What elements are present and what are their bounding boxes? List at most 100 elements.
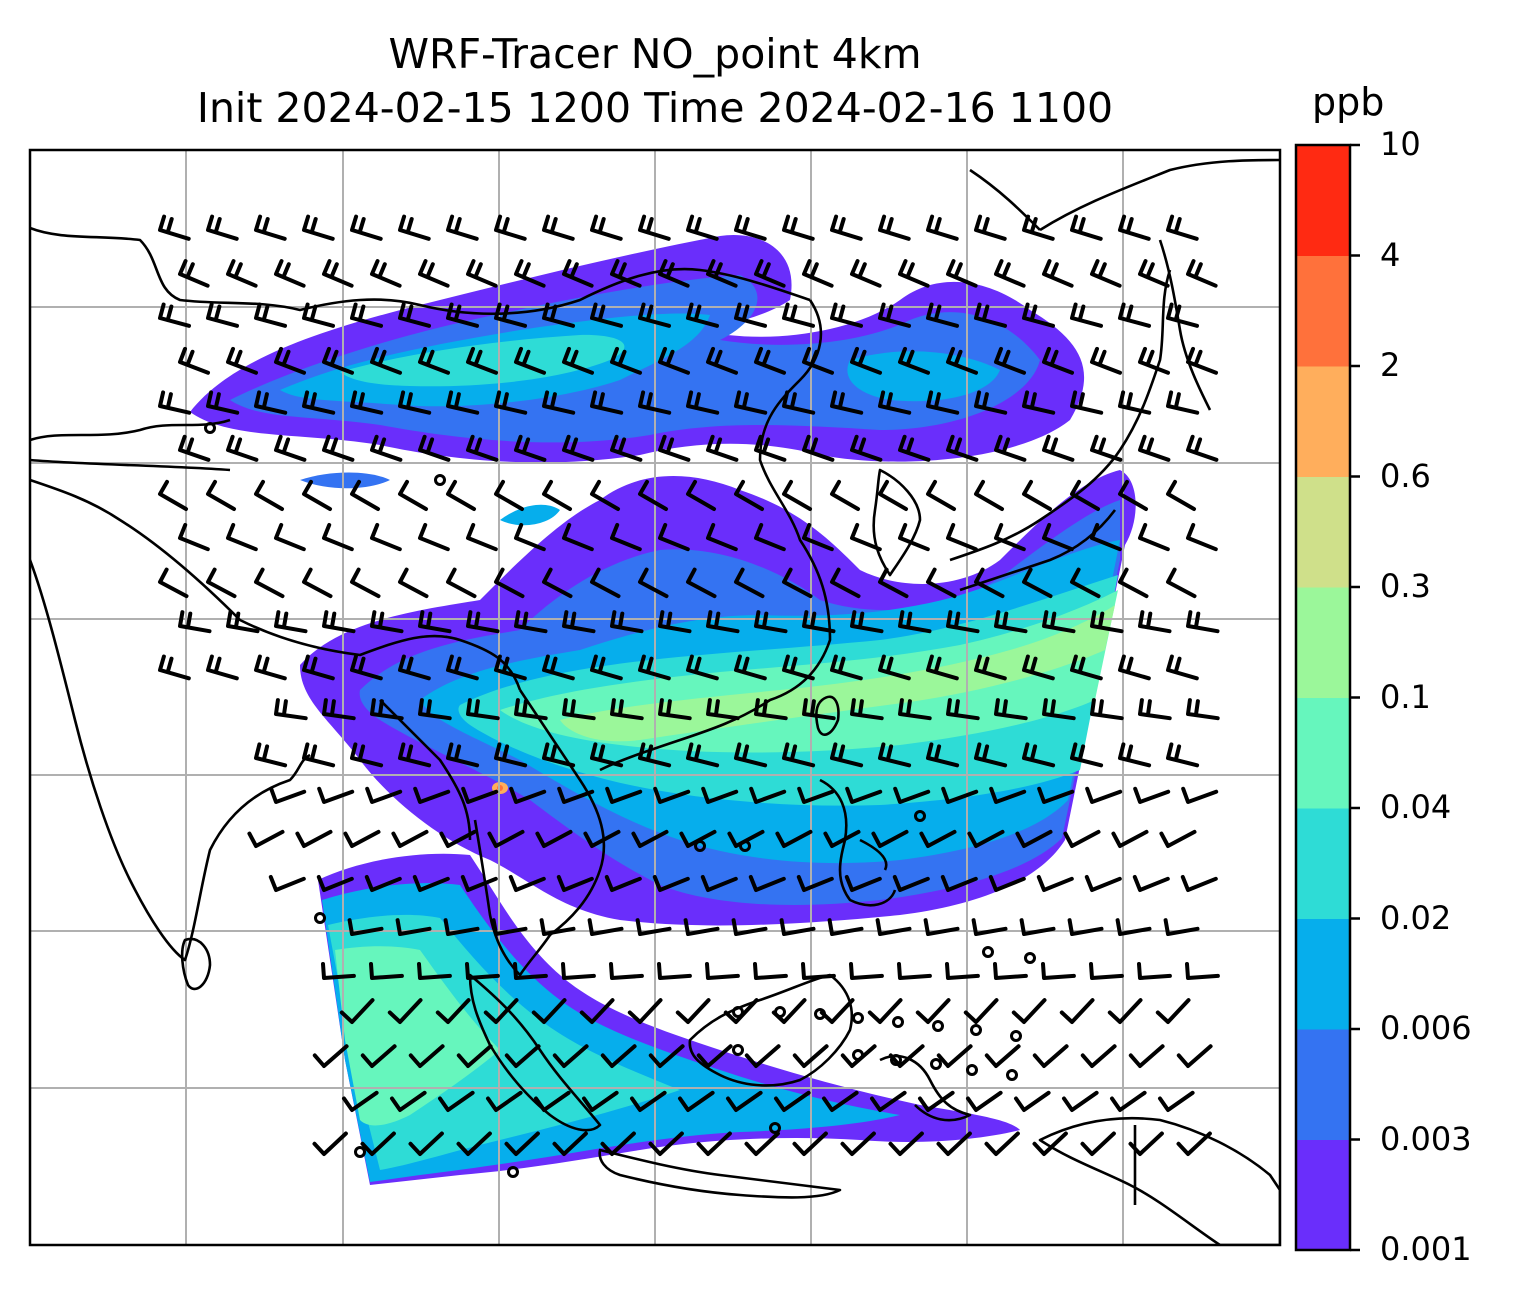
wind-barb bbox=[696, 1131, 732, 1156]
wind-barb bbox=[398, 390, 432, 415]
calm-wind-circle bbox=[966, 1064, 978, 1076]
wind-barb bbox=[1032, 1044, 1069, 1068]
wind-barb bbox=[648, 1131, 684, 1156]
map-title-line1: WRF-Tracer NO_point 4km bbox=[388, 30, 922, 78]
wind-barb bbox=[206, 214, 239, 241]
wind-barb bbox=[845, 786, 883, 804]
calm-wind-circle bbox=[732, 1044, 744, 1056]
wind-barb bbox=[1063, 829, 1101, 848]
wind-barb bbox=[638, 214, 671, 241]
wind-barb bbox=[609, 962, 644, 980]
wind-barb bbox=[542, 214, 575, 241]
wind-barb bbox=[446, 654, 479, 681]
wind-barb bbox=[317, 786, 355, 804]
wind-barb bbox=[850, 698, 884, 721]
wind-barb bbox=[417, 962, 452, 980]
wind-barb bbox=[926, 567, 957, 599]
wind-barb bbox=[539, 918, 576, 936]
wind-barb bbox=[342, 1090, 379, 1112]
wind-barb bbox=[1042, 523, 1074, 552]
wind-barb bbox=[967, 829, 1005, 848]
wind-barb bbox=[1110, 1090, 1147, 1112]
wind-barb bbox=[1133, 786, 1171, 804]
wind-barb bbox=[1037, 786, 1075, 804]
wind-barb bbox=[1085, 786, 1123, 804]
japan-coastline bbox=[949, 269, 1172, 592]
wind-barb bbox=[1070, 479, 1100, 511]
wind-barb bbox=[775, 829, 813, 848]
wind-barb bbox=[398, 302, 431, 328]
wind-barb bbox=[158, 479, 188, 511]
wind-barb bbox=[610, 346, 642, 375]
wind-barb bbox=[1022, 214, 1055, 241]
wind-barb bbox=[466, 523, 498, 552]
wind-barb bbox=[926, 302, 959, 328]
borneo-coastline bbox=[688, 973, 854, 1087]
wind-barb bbox=[1022, 654, 1055, 681]
wind-barb bbox=[1176, 1131, 1212, 1156]
wind-barb bbox=[974, 742, 1008, 768]
wind-barb bbox=[542, 742, 576, 768]
wind-barb bbox=[706, 610, 740, 634]
wind-barb bbox=[850, 523, 882, 552]
wind-barb bbox=[892, 875, 930, 892]
wind-barb bbox=[974, 654, 1007, 681]
wind-barb bbox=[274, 610, 308, 634]
wind-barb bbox=[1070, 390, 1104, 415]
wind-barb bbox=[206, 390, 240, 415]
wind-barb bbox=[653, 786, 691, 804]
wind-barb bbox=[1176, 1044, 1213, 1068]
wind-barb bbox=[1014, 1090, 1051, 1112]
wind-barb bbox=[638, 479, 668, 511]
wind-barb bbox=[926, 214, 959, 241]
wind-barb bbox=[754, 610, 788, 634]
wind-barb bbox=[486, 1090, 523, 1112]
wind-barb bbox=[1166, 654, 1199, 681]
wind-barb bbox=[802, 259, 834, 288]
wind-barb bbox=[226, 434, 259, 462]
wind-barb bbox=[1181, 786, 1219, 804]
wind-barb bbox=[1138, 523, 1170, 552]
wind-barb bbox=[590, 567, 621, 599]
map-title-line2: Init 2024-02-15 1200 Time 2024-02-16 110… bbox=[196, 84, 1114, 132]
wind-barb bbox=[395, 918, 432, 936]
wind-barb bbox=[1041, 962, 1076, 980]
wind-barb bbox=[387, 998, 423, 1024]
wind-barb bbox=[178, 259, 210, 288]
wind-barb bbox=[398, 742, 432, 768]
wind-barb bbox=[254, 479, 284, 511]
wind-barb bbox=[744, 1131, 780, 1156]
wind-barb bbox=[946, 698, 980, 721]
wind-barb bbox=[178, 434, 211, 462]
wind-barb bbox=[706, 523, 738, 552]
wind-barb bbox=[1118, 567, 1149, 599]
wind-barb bbox=[312, 1044, 349, 1068]
calm-wind-circle bbox=[204, 422, 216, 434]
wind-barb bbox=[1166, 302, 1199, 328]
wind-barb bbox=[590, 742, 624, 768]
wind-barb bbox=[1042, 434, 1075, 462]
wind-barb bbox=[971, 918, 1008, 936]
wind-barb bbox=[562, 259, 594, 288]
wind-barb bbox=[734, 302, 767, 328]
wind-barb bbox=[435, 998, 471, 1024]
calm-wind-circle bbox=[914, 810, 926, 822]
taiwan-coastline bbox=[815, 695, 840, 736]
wind-barb bbox=[370, 259, 402, 288]
wind-barb bbox=[600, 1131, 636, 1156]
wind-barb bbox=[418, 259, 450, 288]
wind-barb bbox=[658, 523, 690, 552]
wind-barb bbox=[898, 346, 930, 375]
wind-barb bbox=[734, 742, 768, 768]
wind-barb bbox=[1155, 998, 1191, 1024]
wind-barb bbox=[542, 479, 572, 511]
wind-barb bbox=[418, 523, 450, 552]
wind-barb bbox=[413, 786, 451, 804]
colorbar bbox=[1294, 143, 1360, 1252]
wind-barb bbox=[1186, 610, 1220, 634]
wind-barb bbox=[792, 1131, 828, 1156]
wind-barb bbox=[1166, 390, 1200, 415]
colorbar-tick-label: 4 bbox=[1380, 235, 1401, 274]
wind-barb bbox=[678, 1090, 715, 1112]
calm-wind-circle bbox=[890, 1054, 902, 1066]
